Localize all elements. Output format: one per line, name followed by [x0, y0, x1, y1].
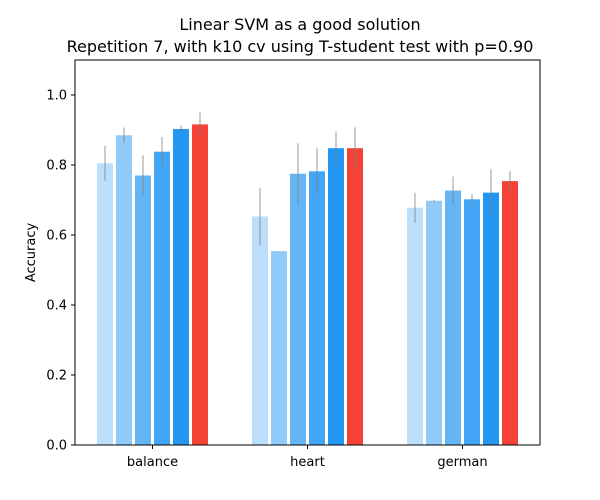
bar-german-6: [502, 181, 518, 445]
x-axis: balance heart german: [127, 445, 488, 470]
bar-balance-5: [173, 128, 189, 445]
bar-heart-3: [290, 173, 306, 445]
bar-balance-3: [135, 175, 151, 445]
bar-heart-2: [271, 251, 287, 445]
x-tick-label-heart: heart: [290, 455, 325, 470]
bar-balance-4: [154, 151, 170, 445]
chart-marks: [97, 112, 518, 446]
bar-german-1: [407, 207, 423, 445]
y-tick-label: 1.0: [46, 89, 67, 104]
chart-subtitle: Repetition 7, with k10 cv using T-studen…: [66, 37, 534, 56]
bar-heart-6: [347, 148, 363, 445]
chart-title: Linear SVM as a good solution: [179, 15, 421, 34]
y-tick-label: 0.6: [46, 229, 67, 244]
bar-german-3: [445, 190, 461, 445]
x-tick-label-balance: balance: [127, 455, 178, 470]
bar-german-4: [464, 199, 480, 445]
y-axis-label: Accuracy: [24, 223, 39, 283]
y-axis: 0.0 0.2 0.4 0.6 0.8 1.0: [46, 89, 75, 454]
bar-heart-5: [328, 148, 344, 445]
bar-heart-4: [309, 171, 325, 446]
bar-heart-1: [252, 216, 268, 445]
bar-balance-6: [192, 124, 208, 446]
x-tick-label-german: german: [437, 455, 487, 470]
y-tick-label: 0.0: [46, 439, 67, 454]
bar-balance-2: [116, 135, 132, 445]
y-tick-label: 0.2: [46, 369, 67, 384]
y-tick-label: 0.4: [46, 299, 67, 314]
y-tick-label: 0.8: [46, 159, 67, 174]
bar-german-5: [483, 192, 499, 445]
bar-german-2: [426, 200, 442, 445]
bar-balance-1: [97, 163, 113, 445]
